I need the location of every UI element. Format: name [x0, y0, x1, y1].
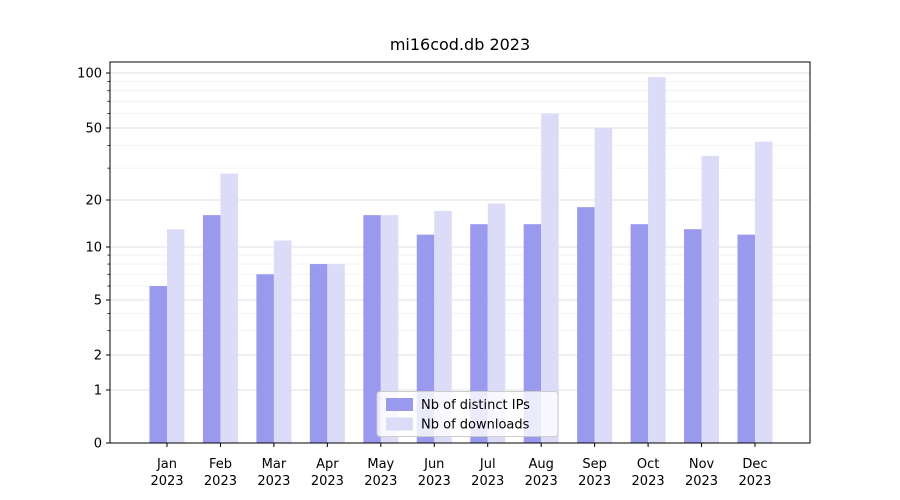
y-tick-label-100: 100 — [77, 67, 102, 82]
bar-distinct-ips-oct — [630, 224, 649, 443]
x-year-label-sep: 2023 — [578, 474, 611, 489]
x-year-label-mar: 2023 — [257, 474, 290, 489]
y-tick-label-2: 2 — [94, 349, 102, 364]
x-year-label-feb: 2023 — [204, 474, 237, 489]
x-year-label-nov: 2023 — [685, 474, 718, 489]
legend-label-downloads: Nb of downloads — [421, 418, 530, 433]
x-tick-label-aug: Aug — [528, 457, 553, 472]
x-tick-label-apr: Apr — [316, 457, 339, 472]
x-year-label-jul: 2023 — [471, 474, 504, 489]
x-tick-label-jun: Jun — [423, 457, 444, 472]
x-year-label-may: 2023 — [364, 474, 397, 489]
bar-downloads-may — [380, 215, 399, 443]
x-year-label-dec: 2023 — [738, 474, 771, 489]
y-tick-label-1: 1 — [94, 384, 102, 399]
x-tick-label-mar: Mar — [262, 457, 287, 472]
bar-downloads-jun — [434, 211, 452, 443]
bar-downloads-dec — [755, 141, 773, 443]
legend-label-distinct-ips: Nb of distinct IPs — [421, 398, 530, 413]
bar-distinct-ips-apr — [309, 264, 328, 443]
x-tick-label-may: May — [367, 457, 394, 472]
bar-downloads-sep — [594, 128, 613, 443]
bar-distinct-ips-jan — [149, 286, 167, 443]
bar-distinct-ips-jun — [416, 234, 435, 443]
x-tick-label-oct: Oct — [637, 457, 659, 472]
bar-downloads-oct — [648, 77, 666, 443]
bar-downloads-mar — [273, 240, 292, 443]
bar-downloads-nov — [701, 156, 720, 444]
bar-downloads-jan — [167, 229, 185, 443]
x-tick-label-jul: Jul — [479, 457, 496, 472]
x-tick-label-sep: Sep — [582, 457, 607, 472]
bar-distinct-ips-feb — [202, 215, 221, 443]
legend-swatch-downloads — [386, 417, 413, 431]
plot-border — [109, 61, 811, 444]
bar-downloads-aug — [541, 113, 559, 443]
bar-downloads-apr — [327, 264, 345, 443]
bar-downloads-jul — [487, 203, 506, 443]
x-year-label-apr: 2023 — [311, 474, 344, 489]
x-tick-label-dec: Dec — [742, 457, 767, 472]
legend — [376, 391, 559, 437]
bar-distinct-ips-mar — [256, 274, 274, 443]
y-tick-label-20: 20 — [85, 194, 102, 209]
chart-title: mi16cod.db 2023 — [390, 35, 530, 54]
x-year-label-aug: 2023 — [525, 474, 558, 489]
x-year-label-jun: 2023 — [418, 474, 451, 489]
x-tick-label-jan: Jan — [156, 457, 177, 472]
x-tick-label-nov: Nov — [689, 457, 715, 472]
bar-distinct-ips-dec — [737, 234, 755, 443]
bar-distinct-ips-nov — [684, 229, 702, 443]
y-tick-label-10: 10 — [85, 241, 102, 256]
x-year-label-oct: 2023 — [632, 474, 665, 489]
bar-distinct-ips-jul — [470, 224, 488, 443]
bar-distinct-ips-may — [363, 215, 381, 443]
y-tick-label-50: 50 — [85, 122, 102, 137]
bar-distinct-ips-aug — [523, 224, 542, 443]
bar-distinct-ips-sep — [577, 207, 595, 443]
legend-swatch-distinct-ips — [386, 398, 413, 411]
x-tick-label-feb: Feb — [209, 457, 232, 472]
y-tick-label-5: 5 — [94, 294, 102, 309]
y-tick-label-0: 0 — [94, 437, 102, 452]
bar-downloads-feb — [220, 173, 238, 443]
x-year-label-jan: 2023 — [150, 474, 183, 489]
